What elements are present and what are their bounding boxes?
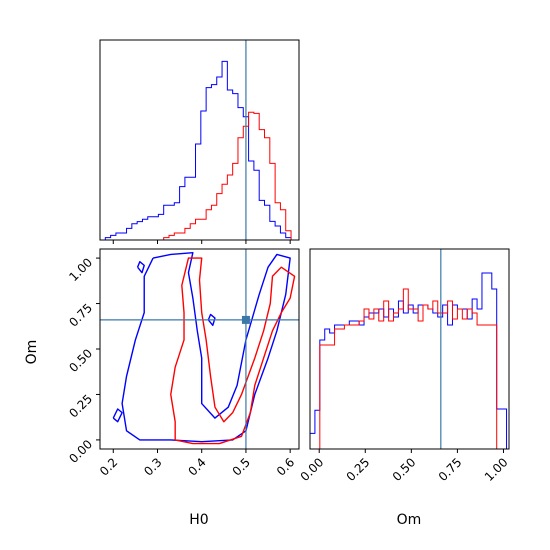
h0_om_joint-y-tick-label-0.5: 0.50	[66, 346, 95, 375]
h0_om_joint-x-tick-label-0.5: 0.5	[230, 455, 253, 478]
h0_om_joint-y-tick-label-0.25: 0.25	[66, 392, 95, 421]
h0_marginal-frame	[99, 39, 300, 241]
contour-blue-3	[207, 313, 216, 327]
contour-blue-0	[121, 251, 291, 443]
h0_om_joint-x-tick-label-0.2: 0.2	[97, 455, 120, 478]
h0-om-contour-panel: 0.2 0.3 0.4 0.5 0.6 0.00 0.25 0.50 0.75 1.00	[66, 248, 300, 479]
h0_om_joint-x-tick-label-0.6: 0.6	[274, 455, 297, 478]
om_marginal-x-tick-label-0.5: 0.50	[390, 455, 419, 484]
x-axis-label-om: Om	[397, 512, 422, 528]
contour-blue-2	[136, 261, 145, 274]
om_marginal-frame	[309, 248, 510, 450]
om-marginal-histogram-panel: 0.00 0.25 0.50 0.75 1.00	[298, 248, 511, 484]
h0_om_joint-y-tick-label-0: 0.00	[66, 437, 95, 466]
h0-marginal-histogram-panel	[99, 39, 300, 244]
h0_om_joint-y-tick-label-0.75: 0.75	[66, 301, 95, 330]
y-axis-label-om: Om	[24, 340, 40, 365]
h0_om_joint-x-tick-label-0.3: 0.3	[141, 455, 164, 478]
h0_om_joint-x-tick-label-0.4: 0.4	[185, 455, 208, 478]
om_marginal-x-tick-label-1: 1.00	[482, 455, 511, 484]
x-axis-label-h0: H0	[189, 512, 208, 528]
truth-point-marker	[241, 315, 250, 324]
contour-red-4	[170, 257, 296, 445]
h0_om_joint-y-tick-label-1: 1.00	[66, 255, 95, 284]
om_marginal-x-tick-label-0.75: 0.75	[436, 455, 465, 484]
contour-blue-1	[112, 408, 123, 423]
om-histogram-red-series	[310, 288, 507, 450]
om_marginal-x-tick-label-0: 0.00	[298, 455, 327, 484]
om_marginal-x-tick-label-0.25: 0.25	[344, 455, 373, 484]
h0-histogram-blue-series	[100, 60, 292, 241]
